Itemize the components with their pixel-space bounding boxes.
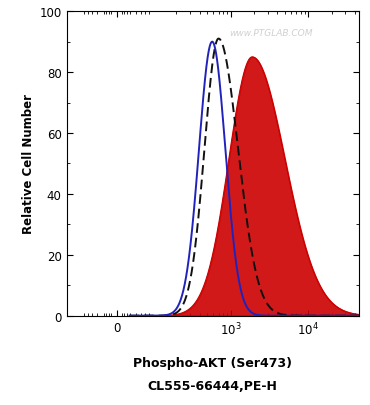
Text: www.PTGLAB.COM: www.PTGLAB.COM (229, 29, 313, 38)
Text: CL555-66444,PE-H: CL555-66444,PE-H (148, 379, 278, 392)
Y-axis label: Relative Cell Number: Relative Cell Number (22, 94, 35, 234)
Text: Phospho-AKT (Ser473): Phospho-AKT (Ser473) (133, 356, 292, 369)
